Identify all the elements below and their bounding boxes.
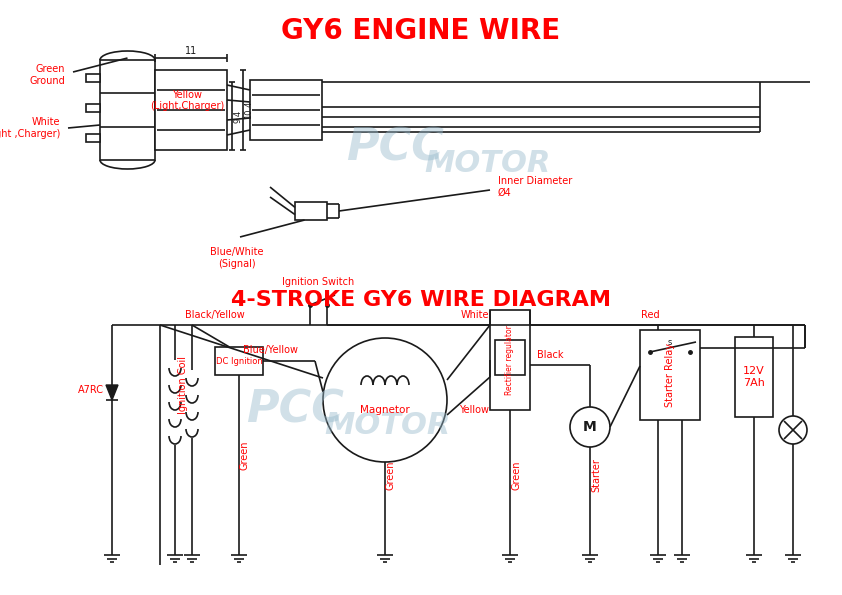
Text: MOTOR: MOTOR: [425, 149, 552, 177]
Bar: [215, 347, 263, 375]
Bar: [490, 310, 530, 410]
Bar: [86, 74, 100, 82]
Text: Black: Black: [536, 350, 563, 360]
Text: M: M: [584, 420, 597, 434]
Text: Green: Green: [386, 461, 396, 490]
Text: 11: 11: [185, 46, 197, 56]
Text: MOTOR: MOTOR: [325, 411, 451, 440]
Text: A7RC: A7RC: [78, 385, 104, 395]
Polygon shape: [106, 385, 118, 400]
Text: White: White: [461, 310, 489, 320]
Text: 4-STROKE GY6 WIRE DIAGRAM: 4-STROKE GY6 WIRE DIAGRAM: [231, 290, 611, 310]
Text: Magnetor: Magnetor: [360, 405, 410, 415]
Bar: [735, 337, 773, 417]
Text: Starter: Starter: [591, 458, 601, 492]
Text: Green
Ground: Green Ground: [29, 64, 65, 86]
Bar: [86, 104, 100, 112]
Text: DC Ignition: DC Ignition: [216, 356, 263, 365]
Text: PCC: PCC: [246, 389, 344, 431]
Bar: [640, 330, 700, 420]
Text: Green: Green: [511, 461, 521, 490]
Text: s: s: [668, 338, 672, 347]
Text: Blue/White
(Signal): Blue/White (Signal): [210, 247, 264, 268]
Text: Green: Green: [239, 440, 249, 469]
Text: Ignition Switch: Ignition Switch: [282, 277, 354, 287]
Text: GY6 ENGINE WIRE: GY6 ENGINE WIRE: [281, 17, 561, 45]
Bar: [100, 60, 155, 160]
Bar: [155, 70, 227, 150]
Bar: [295, 202, 327, 220]
Text: Ignition Coil: Ignition Coil: [178, 356, 188, 414]
Text: 9.4: 9.4: [233, 109, 242, 123]
Text: 10.4: 10.4: [244, 101, 253, 119]
Bar: [250, 80, 322, 140]
Text: 12V
7Ah: 12V 7Ah: [743, 366, 765, 388]
Text: Rectifier regulator: Rectifier regulator: [505, 325, 514, 395]
Text: Blue/Yellow: Blue/Yellow: [242, 345, 297, 355]
Text: Starter Relay: Starter Relay: [665, 343, 675, 407]
Text: White
(Light ,Charger): White (Light ,Charger): [0, 117, 60, 139]
Text: Yellow: Yellow: [459, 405, 489, 415]
Bar: [86, 134, 100, 142]
Text: Red: Red: [641, 310, 659, 320]
Text: Black/Yellow: Black/Yellow: [185, 310, 245, 320]
Bar: [495, 340, 525, 375]
Text: PCC: PCC: [346, 127, 444, 170]
Text: Inner Diameter
Ø4: Inner Diameter Ø4: [498, 176, 573, 198]
Text: Yellow
(Light,Charger): Yellow (Light,Charger): [150, 90, 225, 111]
